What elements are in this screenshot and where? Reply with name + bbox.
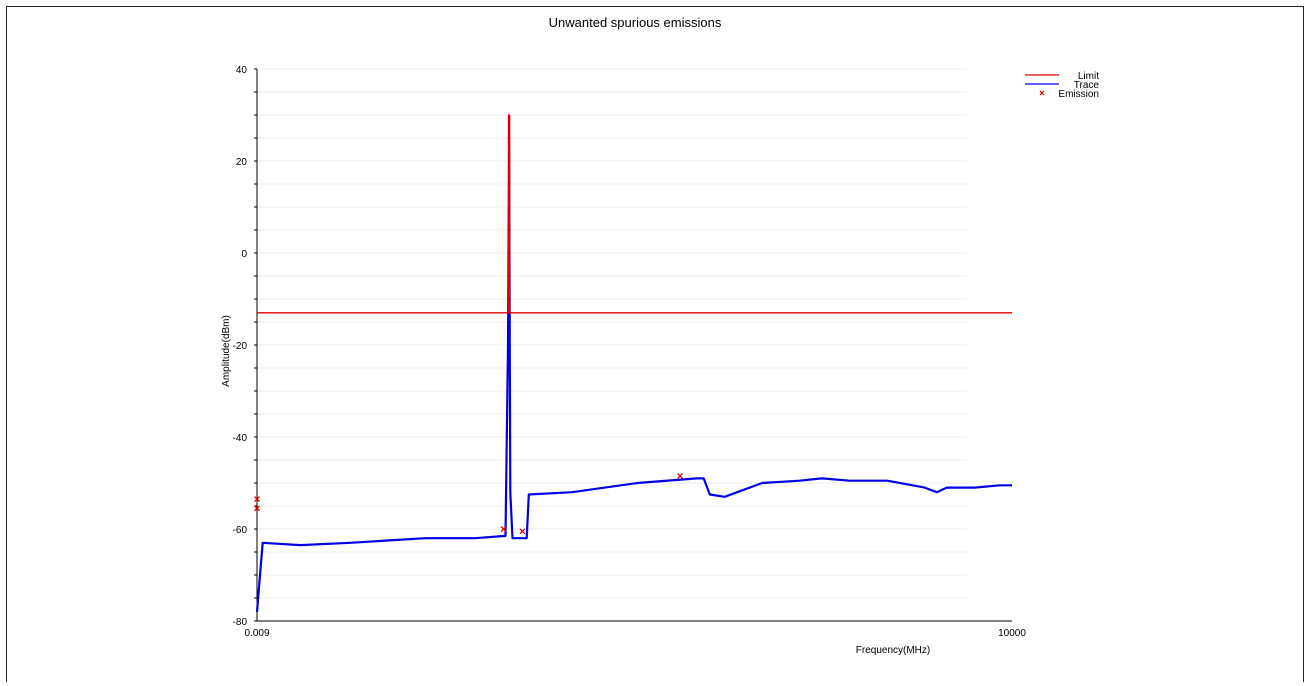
emission-marker [254,496,260,503]
chart-frame: 40 20 0 -20 -40 -60 -80 0.009 10000 Unwanted sp… [6,6,1304,682]
x-tick-label: 0.009 [244,628,269,639]
y-tick-label: -60 [233,525,248,536]
series-limit-line [257,114,1012,314]
emission-marker [519,528,526,535]
chart-plot: 40 20 0 -20 -40 -60 -80 0.009 10000 Unwanted sp… [221,15,1099,656]
x-axis-title: Frequency(MHz) [856,645,930,656]
emission-marker-stroke [254,496,260,503]
legend-label-trace: Trace [1074,80,1100,91]
series-layer [254,114,1012,612]
emission-marker-stroke [677,473,684,480]
emission-marker-stroke [254,505,260,512]
emission-marker [254,505,260,512]
y-tick-label: -20 [233,341,248,352]
emission-marker [500,526,507,532]
emission-marker-stroke [500,526,507,532]
series-trace-line [255,150,1012,612]
legend-label-limit: Limit [1078,71,1099,82]
y-tick-label: -80 [233,617,248,628]
y-tick-label: 20 [236,157,248,168]
emission-marker [677,473,684,480]
legend-swatch-emission [1039,90,1045,96]
y-tick-label: 0 [241,249,247,260]
y-tick-label: -40 [233,433,248,444]
y-tick-label: 40 [236,65,248,76]
legend-marker-stroke [1039,90,1045,96]
y-axis-title: Amplitude(dBm) [221,315,232,387]
emission-marker-stroke [519,528,526,535]
x-tick-labels: 0.009 10000 [244,628,1026,639]
chart-title: Unwanted spurious emissions [549,15,722,30]
grid-lines [257,68,967,599]
legend-label-emission: Emission [1058,89,1099,100]
x-tick-label: 10000 [998,628,1026,639]
y-tick-labels: 40 20 0 -20 -40 -60 -80 [233,65,248,628]
